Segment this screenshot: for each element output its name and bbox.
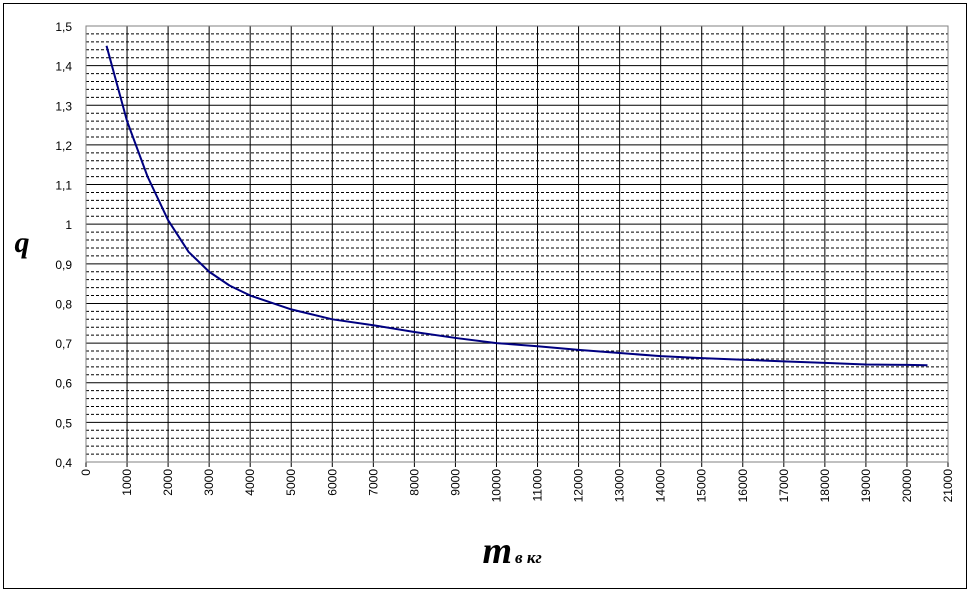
y-tick-label: 1,2 [55, 139, 72, 153]
x-tick-label: 2000 [161, 469, 175, 496]
y-axis-label: q [15, 226, 30, 259]
y-tick-label: 1 [65, 218, 72, 232]
x-tick-label: 14000 [654, 469, 668, 503]
x-tick-label: 6000 [325, 469, 339, 496]
x-tick-label: 21000 [941, 469, 955, 503]
line-series [105, 45, 928, 367]
y-tick-label: 0,8 [55, 297, 72, 311]
x-axis-unit: в кг [515, 548, 542, 567]
y-tick-label: 0,6 [55, 377, 72, 391]
y-tick-label: 0,4 [55, 456, 72, 470]
y-tick-label: 0,7 [55, 337, 72, 351]
x-tick-label: 7000 [366, 469, 380, 496]
x-tick-label: 8000 [407, 469, 421, 496]
x-tick-label: 0 [79, 469, 93, 476]
y-tick-label: 0,5 [55, 416, 72, 430]
y-tick-label: 0,9 [55, 258, 72, 272]
x-tick-label: 5000 [284, 469, 298, 496]
y-tick-label: 1,5 [55, 20, 72, 34]
x-tick-label: 17000 [777, 469, 791, 503]
x-tick-label: 19000 [859, 469, 873, 503]
x-tick-label: 16000 [736, 469, 750, 503]
y-tick-label: 1,1 [55, 179, 72, 193]
x-tick-label: 1000 [120, 469, 134, 496]
x-tick-label: 13000 [613, 469, 627, 503]
x-tick-label: 9000 [448, 469, 462, 496]
x-tick-label: 11000 [531, 469, 545, 502]
y-tick-label: 1,3 [55, 99, 72, 113]
x-tick-label: 3000 [202, 469, 216, 496]
x-tick-label: 20000 [900, 469, 914, 503]
plot-border [85, 25, 949, 463]
x-tick-label: 18000 [818, 469, 832, 503]
x-tick-label: 15000 [695, 469, 709, 503]
x-tick-label: 10000 [489, 469, 503, 503]
plot-area [86, 26, 948, 462]
x-tick-label: 12000 [572, 469, 586, 503]
x-tick-label: 4000 [243, 469, 257, 496]
x-axis-label: m [482, 530, 512, 572]
y-tick-label: 1,4 [55, 60, 72, 74]
